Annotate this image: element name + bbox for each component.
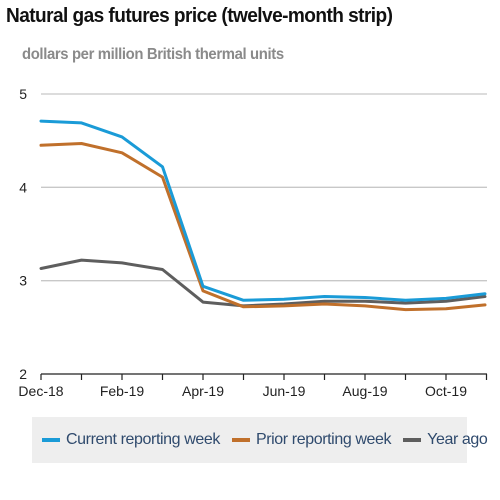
- legend-label-year-ago: Year ago: [427, 431, 488, 448]
- x-tick-label-Aug-19: Aug-19: [342, 383, 387, 399]
- y-tick-label-3: 3: [19, 273, 27, 289]
- y-tick-label-2: 2: [19, 366, 27, 382]
- x-tick-label-Feb-19: Feb-19: [100, 383, 145, 399]
- legend-swatch-year-ago: [403, 438, 422, 442]
- legend-label-current: Current reporting week: [66, 431, 220, 448]
- legend-item-current: Current reporting week: [42, 431, 220, 449]
- x-axis: Dec-18 Feb-19 Apr-19 Jun-19 Aug-19 Oct-19: [18, 373, 488, 399]
- series-line-current-reporting-week: [39, 119, 487, 302]
- x-tick-label-Dec-18: Dec-18: [18, 383, 63, 399]
- legend-item-year-ago: Year ago: [403, 431, 488, 449]
- series-line-prior-reporting-week: [39, 142, 487, 312]
- legend-swatch-prior: [231, 438, 250, 442]
- chart-subtitle: dollars per million British thermal unit…: [22, 46, 284, 63]
- y-tick-label-5: 5: [19, 86, 27, 102]
- legend-swatch-current: [42, 438, 60, 442]
- series-lines: [39, 119, 487, 312]
- legend: Current reporting week Prior reporting w…: [32, 417, 488, 463]
- chart-title: Natural gas futures price (twelve-month …: [6, 4, 393, 27]
- legend-item-prior: Prior reporting week: [231, 431, 392, 449]
- y-axis-tick-labels: 2 3 4 5: [19, 86, 27, 382]
- grid-lines: [41, 93, 487, 282]
- x-tick-label-Oct-19: Oct-19: [425, 383, 467, 399]
- line-chart: 2 3 4 5 Dec-18 Feb-19 Apr-19 Jun-19 Aug-19 Oct-1…: [18, 86, 488, 399]
- legend-label-prior: Prior reporting week: [255, 431, 392, 448]
- y-tick-label-4: 4: [19, 179, 27, 195]
- x-tick-label-Jun-19: Jun-19: [263, 383, 306, 399]
- x-tick-label-Apr-19: Apr-19: [182, 383, 224, 399]
